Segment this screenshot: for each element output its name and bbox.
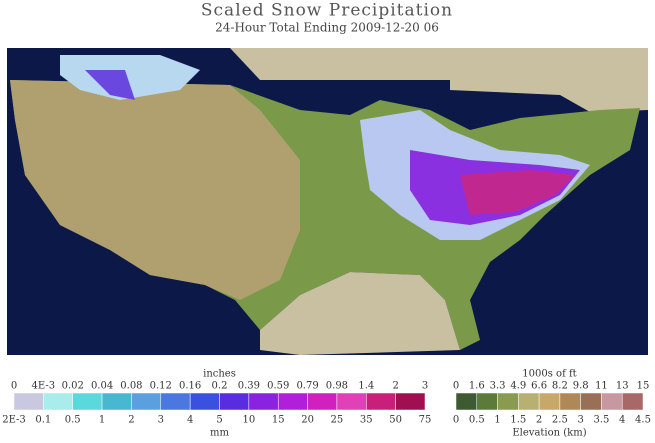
legend-bottom-label: 0.5 bbox=[469, 415, 485, 426]
legend-bottom-label: 4.5 bbox=[635, 415, 651, 426]
legend-top-label: 1.6 bbox=[469, 381, 485, 392]
mexico bbox=[260, 272, 460, 355]
snow-west bbox=[60, 55, 200, 100]
legend-top-label: 0.12 bbox=[150, 381, 172, 392]
snow-core bbox=[460, 170, 575, 215]
legend-swatch bbox=[538, 392, 561, 411]
legend-swatch bbox=[497, 392, 519, 411]
legend-swatch bbox=[366, 392, 396, 411]
legend-bottom-label: 75 bbox=[419, 415, 432, 426]
canada bbox=[7, 48, 648, 112]
legend-top-label: 11 bbox=[595, 381, 608, 392]
legend-top-label: 0.2 bbox=[212, 381, 228, 392]
legend-bottom-label: 0.1 bbox=[35, 415, 51, 426]
legend-bottom-label: 0 bbox=[453, 415, 459, 426]
legend-top-label: 3 bbox=[422, 381, 428, 392]
legend-bottom-label: 3.5 bbox=[593, 415, 609, 426]
legend-top-label: 0.79 bbox=[296, 381, 318, 392]
snow-rockies bbox=[85, 70, 135, 100]
subtitle: 24-Hour Total Ending 2009-12-20 06 bbox=[215, 21, 439, 35]
west-terrain bbox=[10, 80, 300, 300]
legend-top-label: 9.8 bbox=[573, 381, 589, 392]
legend-top-label: 0.04 bbox=[91, 381, 113, 392]
legend-swatch bbox=[13, 392, 44, 411]
legend-bottom-label: 50 bbox=[389, 415, 402, 426]
legend-bottom-label: 25 bbox=[331, 415, 344, 426]
legend-bottom-label: 5 bbox=[216, 415, 222, 426]
legend-bottom-label: 1 bbox=[494, 415, 500, 426]
map bbox=[7, 48, 648, 355]
legend-unit: mm bbox=[210, 428, 229, 439]
legend-bottom-label: 1 bbox=[99, 415, 105, 426]
legend-bottom-label: 4 bbox=[619, 415, 625, 426]
legend-swatch bbox=[219, 392, 250, 411]
legend-bottom-label: 2.5 bbox=[552, 415, 568, 426]
legend-swatch bbox=[559, 392, 581, 411]
legend-bottom-label: 2 bbox=[128, 415, 134, 426]
legend-swatch bbox=[336, 392, 367, 411]
legend-swatch bbox=[72, 392, 103, 411]
legend-top-label: 1.4 bbox=[358, 381, 374, 392]
legend-top-label: 0 bbox=[11, 381, 17, 392]
legend-top-label: 13 bbox=[616, 381, 629, 392]
legend-top-label: 0.02 bbox=[62, 381, 84, 392]
legend-unit: inches bbox=[203, 369, 236, 380]
legend-unit: Elevation (km) bbox=[512, 428, 586, 439]
legend-top-label: 0.08 bbox=[120, 381, 142, 392]
legend-bottom-label: 2 bbox=[536, 415, 542, 426]
legend-swatch bbox=[621, 392, 644, 411]
legend-swatch bbox=[160, 392, 191, 411]
legend-top-label: 6.6 bbox=[531, 381, 547, 392]
legend-swatch bbox=[455, 392, 478, 411]
legend-top-label: 0 bbox=[453, 381, 459, 392]
legend-bottom-label: 0.5 bbox=[65, 415, 81, 426]
legend-top-label: 4.9 bbox=[510, 381, 526, 392]
legend-bottom-label: 4 bbox=[187, 415, 193, 426]
legend-top-label: 8.2 bbox=[552, 381, 568, 392]
legend-top-label: 3.3 bbox=[490, 381, 506, 392]
legend-bottom-label: 2E-3 bbox=[2, 415, 26, 426]
legend-swatch bbox=[518, 392, 540, 411]
legend-top-label: 4E-3 bbox=[32, 381, 56, 392]
legend-top-label: 0.59 bbox=[267, 381, 289, 392]
legend-swatch bbox=[395, 392, 426, 411]
legend-unit: 1000s of ft bbox=[522, 369, 576, 380]
legend-swatch bbox=[277, 392, 308, 411]
legend-bottom-label: 3 bbox=[577, 415, 583, 426]
legend-swatch bbox=[131, 392, 162, 411]
legend-bottom-label: 20 bbox=[301, 415, 314, 426]
legend-swatch bbox=[580, 392, 602, 411]
legend-swatch bbox=[43, 392, 73, 411]
legend-swatch bbox=[307, 392, 338, 411]
legend-bottom-label: 35 bbox=[360, 415, 373, 426]
legend-top-label: 0.39 bbox=[238, 381, 260, 392]
legend-swatch bbox=[248, 392, 279, 411]
legend-bottom-label: 15 bbox=[272, 415, 285, 426]
legend-top-label: 0.16 bbox=[179, 381, 201, 392]
legend-swatch bbox=[189, 392, 220, 411]
legend-top-label: 0.98 bbox=[326, 381, 348, 392]
legend-top-label: 2 bbox=[392, 381, 398, 392]
legend-swatch bbox=[601, 392, 623, 411]
title: Scaled Snow Precipitation bbox=[201, 1, 453, 21]
legend-bottom-label: 10 bbox=[242, 415, 255, 426]
legend-bottom-label: 3 bbox=[158, 415, 164, 426]
legend-bottom-label: 1.5 bbox=[510, 415, 526, 426]
legend-swatch bbox=[476, 392, 498, 411]
legend-top-label: 15 bbox=[637, 381, 650, 392]
legend-swatch bbox=[101, 392, 132, 411]
